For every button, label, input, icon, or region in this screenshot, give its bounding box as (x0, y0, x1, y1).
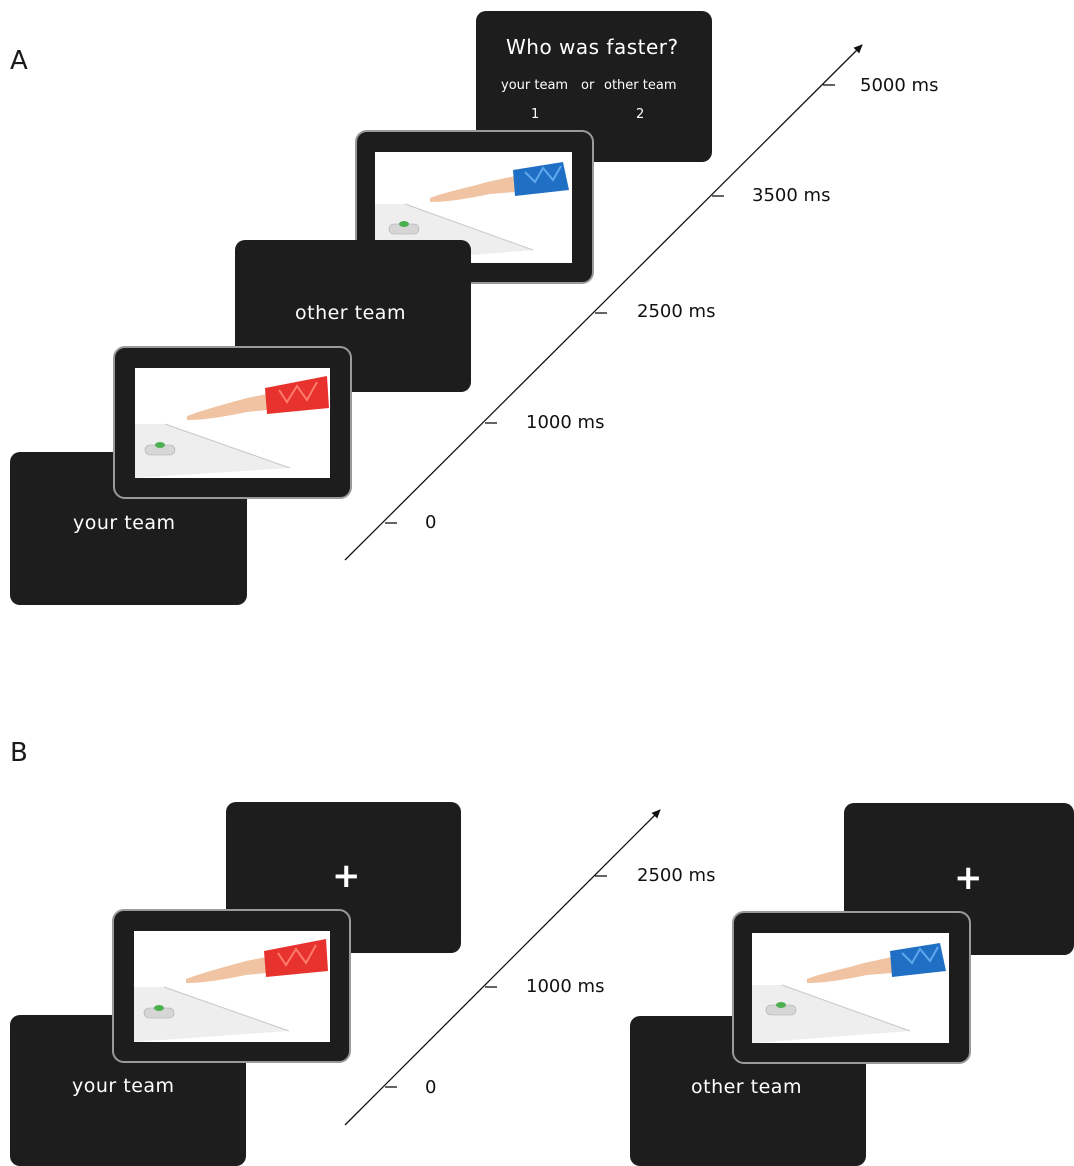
panel-b-label: B (10, 738, 28, 768)
video-frame-red-a (113, 346, 352, 499)
panel-a-label: A (10, 46, 28, 76)
video-frame-red-b (112, 909, 351, 1063)
fixation-cross-left: + (332, 856, 361, 896)
your-team-label-b: your team (72, 1075, 175, 1097)
video-frame-blue-b (732, 911, 971, 1064)
option-or: or (581, 78, 595, 93)
video-still-blue-b (752, 933, 949, 1043)
time-label-b-0: 0 (425, 1077, 437, 1098)
timeline-b-line (344, 809, 661, 1126)
timeline-a-line (344, 44, 863, 561)
option-key-2: 2 (636, 107, 645, 122)
your-team-label-a: your team (73, 512, 176, 534)
time-label-b-1000: 1000 ms (526, 976, 605, 997)
video-frame-blue-a (355, 130, 594, 284)
option-other-team: other team (604, 78, 677, 93)
time-label-a-3500: 3500 ms (752, 185, 831, 206)
video-still-red-a (135, 368, 330, 478)
time-label-a-2500: 2500 ms (637, 301, 716, 322)
question-screen: Who was faster? your team or other team … (476, 11, 712, 162)
other-team-label-b: other team (691, 1076, 802, 1098)
hand-illustration-red-a (135, 376, 329, 478)
hand-illustration-blue-b (752, 943, 946, 1043)
time-label-a-0: 0 (425, 512, 437, 533)
time-label-b-2500: 2500 ms (637, 865, 716, 886)
fixation-cross-right: + (954, 858, 983, 898)
video-still-red-b (134, 931, 330, 1042)
question-title: Who was faster? (506, 35, 679, 59)
option-your-team: your team (501, 78, 569, 93)
time-label-a-1000: 1000 ms (526, 412, 605, 433)
hand-illustration-red-b (134, 939, 328, 1042)
other-team-label-a: other team (295, 302, 406, 324)
time-label-a-5000: 5000 ms (860, 75, 939, 96)
option-key-1: 1 (531, 107, 540, 122)
